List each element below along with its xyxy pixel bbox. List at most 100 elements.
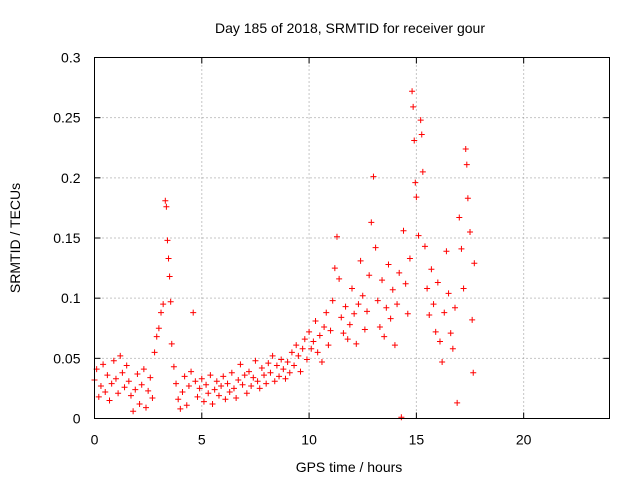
plot-frame [94, 57, 610, 419]
data-point [106, 397, 113, 404]
data-point [121, 384, 128, 391]
data-point [158, 309, 165, 316]
data-point [439, 358, 446, 365]
data-point [308, 345, 315, 352]
data-point [211, 386, 218, 393]
data-point [340, 330, 347, 337]
data-point [165, 255, 172, 262]
data-point [170, 363, 177, 370]
data-point [297, 368, 304, 375]
data-point [441, 309, 448, 316]
data-point [355, 301, 362, 308]
data-point [188, 368, 195, 375]
data-point [419, 168, 426, 175]
data-point [338, 314, 345, 321]
data-point [314, 349, 321, 356]
data-point [396, 269, 403, 276]
data-point [115, 390, 122, 397]
data-point [112, 375, 119, 382]
data-point [119, 369, 126, 376]
data-point [196, 385, 203, 392]
data-point [417, 117, 424, 124]
data-point [104, 372, 111, 379]
data-point [145, 387, 152, 394]
data-point [228, 369, 235, 376]
data-point [192, 378, 199, 385]
y-tick-label: 0.2 [61, 170, 81, 186]
data-point [175, 396, 182, 403]
data-point [418, 131, 425, 138]
data-point [291, 362, 298, 369]
data-point [470, 369, 477, 376]
data-point [207, 372, 214, 379]
x-tick-label: 0 [91, 432, 99, 448]
data-point [226, 389, 233, 396]
data-point [372, 244, 379, 251]
data-point [454, 399, 461, 406]
data-point [233, 395, 240, 402]
data-point [467, 228, 474, 235]
data-point [246, 368, 252, 375]
data-point [426, 312, 433, 319]
data-point [235, 376, 242, 383]
data-point [198, 375, 205, 382]
y-axis-label: SRMTID / TECUs [7, 183, 23, 293]
data-point [452, 304, 458, 311]
data-point [203, 381, 210, 388]
data-point [357, 257, 364, 264]
data-point [102, 389, 109, 396]
data-point [443, 248, 450, 255]
y-tick-label: 0.25 [53, 110, 80, 126]
data-point [258, 364, 265, 371]
data-point [181, 373, 188, 380]
data-point [293, 342, 300, 349]
data-point [205, 390, 212, 397]
data-point [432, 328, 439, 335]
data-point [456, 214, 463, 221]
data-point [409, 88, 416, 95]
data-point [462, 145, 469, 152]
data-point [288, 349, 295, 356]
chart-title: Day 185 of 2018, SRMTID for receiver gou… [215, 20, 485, 36]
data-point [387, 315, 394, 322]
data-point [100, 361, 107, 368]
data-point [271, 378, 278, 385]
data-point [134, 370, 141, 377]
data-point [190, 309, 197, 316]
data-point [125, 378, 132, 385]
data-point [379, 277, 386, 284]
data-point [436, 338, 443, 345]
data-point [278, 356, 285, 363]
data-point [185, 383, 192, 390]
data-point [108, 380, 115, 387]
data-point [177, 405, 184, 412]
data-point [282, 375, 289, 382]
data-point [411, 137, 418, 144]
data-point [410, 103, 417, 110]
data-point [376, 324, 383, 331]
data-point [213, 378, 220, 385]
data-point [424, 285, 431, 292]
data-point [222, 396, 229, 403]
data-point [329, 297, 336, 304]
data-point [368, 219, 375, 226]
data-point [123, 362, 130, 369]
data-point [323, 309, 330, 316]
data-point [132, 386, 139, 393]
axis-ticks: 0 0.05 0.1 0.15 0.2 0.25 0.3 0 5 10 15 20 [53, 50, 610, 448]
data-point [349, 285, 355, 292]
data-point [183, 402, 190, 409]
data-point [273, 362, 280, 369]
x-tick-label: 5 [198, 432, 206, 448]
data-point [346, 321, 353, 328]
data-point [173, 380, 180, 387]
data-point [263, 380, 270, 387]
data-point [248, 383, 255, 390]
y-tick-label: 0.05 [53, 350, 80, 366]
data-point [344, 336, 351, 343]
data-point [333, 233, 340, 240]
data-point [241, 372, 248, 379]
data-point [200, 398, 207, 405]
data-point [359, 292, 366, 299]
data-point [167, 298, 174, 305]
